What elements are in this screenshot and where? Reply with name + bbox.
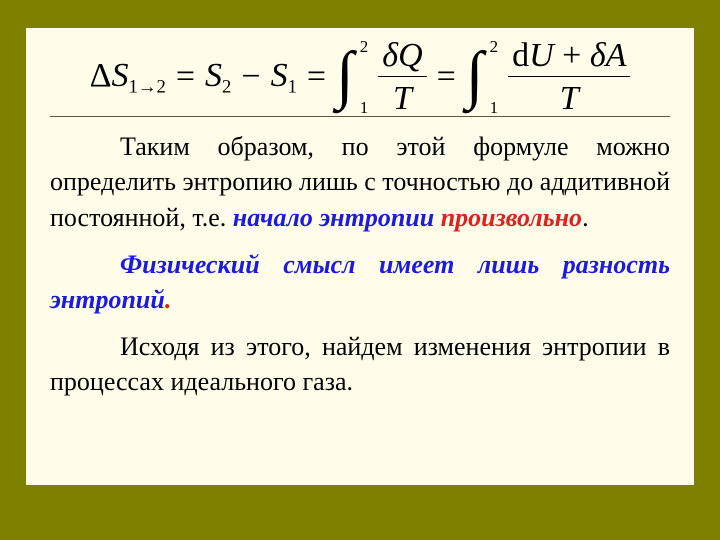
integral-2-limits: 2 1 xyxy=(490,38,499,116)
s-symbol: S xyxy=(111,57,128,94)
int2-upper: 2 xyxy=(490,38,499,55)
equals-1: = xyxy=(176,57,195,98)
p3-text: Исходя из этого, найдем изменения энтроп… xyxy=(50,332,670,396)
frac1-delta: δ xyxy=(382,37,398,74)
int1-upper: 2 xyxy=(360,38,369,55)
frac2-delta: δ xyxy=(590,37,606,74)
s1-s: S xyxy=(271,57,288,94)
int1-lower: 1 xyxy=(360,99,369,116)
paragraph-2: Физический смысл имеет лишь разность энт… xyxy=(50,247,670,317)
formula-block: ΔS1→2 = S2 − S1 = ∫ 2 1 δQ xyxy=(50,38,670,117)
formula-lhs: ΔS1→2 xyxy=(90,56,166,99)
frac2-den: T xyxy=(508,76,630,117)
frac2-d: d xyxy=(512,37,529,74)
s2-sub: 2 xyxy=(222,76,231,97)
equals-3: = xyxy=(437,57,456,98)
equals-2: = xyxy=(307,57,326,98)
entropy-formula: ΔS1→2 = S2 − S1 = ∫ 2 1 δQ xyxy=(90,38,631,116)
s1-term: S1 xyxy=(271,56,297,99)
minus: − xyxy=(241,57,260,98)
fraction-1: δQ T xyxy=(378,38,426,116)
frac2-plus: + xyxy=(554,37,590,74)
s2-s: S xyxy=(205,57,222,94)
p2-dot: . xyxy=(165,285,172,314)
integral-2: ∫ xyxy=(466,36,484,114)
s2-term: S2 xyxy=(205,56,231,99)
integral-1: ∫ xyxy=(336,36,354,114)
frac1-den: T xyxy=(378,76,426,117)
p2-blue: Физический смысл имеет лишь разность энт… xyxy=(50,250,670,314)
integral-1-limits: 2 1 xyxy=(360,38,369,116)
lhs-subscript: 1→2 xyxy=(128,76,165,97)
frac1-num: δQ xyxy=(378,38,426,76)
fraction-2: dU + δA T xyxy=(508,38,630,116)
s1-sub: 1 xyxy=(288,76,297,97)
slide-inner: ΔS1→2 = S2 − S1 = ∫ 2 1 δQ xyxy=(26,28,694,485)
p1-dot: . xyxy=(582,203,589,232)
slide-outer: ΔS1→2 = S2 − S1 = ∫ 2 1 δQ xyxy=(0,0,720,540)
p1-blue: начало энтропии xyxy=(233,203,434,232)
paragraph-3: Исходя из этого, найдем изменения энтроп… xyxy=(50,329,670,399)
int2-lower: 1 xyxy=(490,99,499,116)
delta-symbol: Δ xyxy=(90,57,112,94)
paragraph-1: Таким образом, по этой формуле можно опр… xyxy=(50,129,670,234)
frac1-Q: Q xyxy=(398,37,423,74)
p1-red: произвольно xyxy=(434,203,582,232)
frac2-U: U xyxy=(529,37,554,74)
frac2-A: A xyxy=(606,37,627,74)
frac2-num: dU + δA xyxy=(508,38,630,76)
